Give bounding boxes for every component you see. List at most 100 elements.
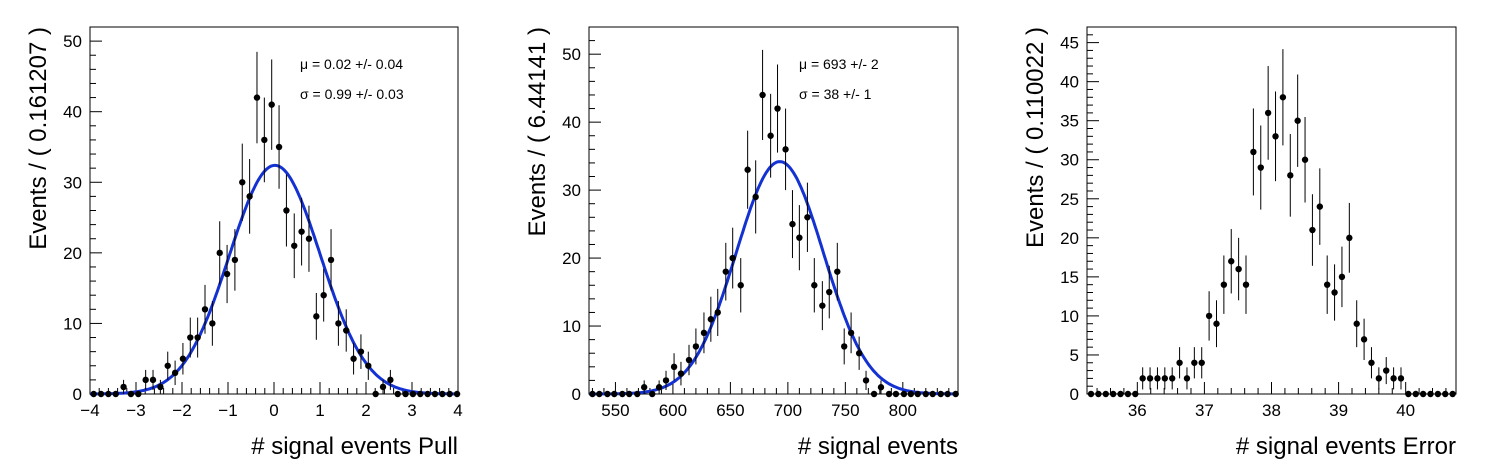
x-tick-label: 39 <box>1329 401 1348 420</box>
data-point <box>847 329 855 337</box>
data-point <box>892 390 900 398</box>
data-point <box>937 390 944 398</box>
data-point <box>1205 312 1213 320</box>
data-point <box>1294 117 1301 124</box>
data-point <box>431 390 439 398</box>
data-point <box>239 179 246 186</box>
data-point <box>626 390 633 398</box>
data-point <box>1346 234 1353 242</box>
data-point <box>1353 320 1360 327</box>
plot-frame <box>1086 26 1457 395</box>
x-axis-label: # signal events Pull <box>251 433 458 460</box>
data-point <box>707 316 715 323</box>
data-point <box>1442 390 1449 398</box>
y-tick-label: 45 <box>1060 34 1079 53</box>
data-point <box>97 390 105 398</box>
data-point <box>1242 281 1250 288</box>
data-point <box>1257 164 1264 171</box>
data-point <box>291 242 298 249</box>
y-tick-label: 0 <box>572 385 581 404</box>
data-point <box>952 390 959 398</box>
data-point <box>804 214 811 221</box>
data-point <box>767 132 774 139</box>
y-tick-label: 20 <box>562 249 581 268</box>
data-point <box>1412 390 1419 398</box>
data-point <box>589 390 596 398</box>
data-point <box>1405 390 1412 398</box>
data-point <box>1360 336 1368 343</box>
data-point <box>1397 375 1405 382</box>
data-point <box>327 256 335 264</box>
y-tick-label: 20 <box>63 244 82 263</box>
data-point <box>231 256 239 264</box>
data-point <box>120 383 127 391</box>
y-tick-label: 40 <box>1060 73 1079 92</box>
data-point <box>604 390 611 398</box>
data-point <box>246 193 253 200</box>
data-point <box>1146 375 1154 382</box>
gaussian-fit-curve <box>90 163 458 396</box>
x-tick-label: −4 <box>80 401 99 420</box>
data-point <box>201 306 209 313</box>
data-point <box>870 390 878 398</box>
panel-signal-events: 550 600 650 700 750 800 0 10 20 30 40 50 # signal ev… <box>524 26 959 460</box>
data-point <box>1419 390 1427 398</box>
data-point <box>135 390 142 398</box>
x-tick-label: 37 <box>1195 401 1214 420</box>
data-point <box>223 270 231 278</box>
data-point <box>1102 390 1109 398</box>
data-point <box>1132 390 1139 398</box>
fit-sigma-label: σ = 0.99 +/- 0.03 <box>300 86 404 102</box>
data-point <box>372 390 379 398</box>
data-point <box>900 390 908 398</box>
y-tick-label: 10 <box>63 314 82 333</box>
data-point <box>171 369 179 377</box>
data-point <box>826 288 833 296</box>
data-point <box>1309 226 1316 234</box>
data-point <box>1235 265 1242 273</box>
data-point <box>216 249 223 257</box>
data-point <box>649 390 656 398</box>
data-point <box>261 136 268 144</box>
fit-mu-label: μ = 0.02 +/- 0.04 <box>300 56 403 72</box>
data-point <box>1191 359 1198 366</box>
data-point <box>714 309 721 316</box>
x-tick-label: 3 <box>407 401 416 420</box>
data-point <box>737 282 744 289</box>
data-point <box>685 356 693 364</box>
y-tick-label: 20 <box>1060 229 1079 248</box>
data-point <box>840 343 848 350</box>
x-tick-label: 550 <box>601 401 629 420</box>
data-point <box>1198 359 1205 366</box>
data-point <box>1154 375 1161 382</box>
data-point <box>1449 390 1456 398</box>
data-point <box>640 384 648 391</box>
x-tick-label: 700 <box>774 401 802 420</box>
y-tick-label: 10 <box>1060 307 1079 326</box>
x-tick-label: 750 <box>831 401 859 420</box>
data-point <box>1117 390 1124 398</box>
data-point <box>611 390 618 398</box>
data-point <box>1139 375 1146 382</box>
y-axis-label: Events / ( 0.110022 ) <box>1022 27 1049 248</box>
data-point <box>1228 258 1235 265</box>
x-tick-label: 4 <box>453 401 462 420</box>
data-point <box>1375 375 1383 382</box>
data-point <box>914 390 921 398</box>
data-point <box>343 327 350 334</box>
data-point <box>855 350 863 357</box>
data-point <box>253 94 261 101</box>
x-tick-label: 800 <box>889 401 917 420</box>
data-point <box>179 355 187 362</box>
data-point <box>811 282 818 289</box>
y-axis-label: Events / ( 0.161207 ) <box>25 27 52 250</box>
x-tick-label: 40 <box>1396 401 1415 420</box>
x-tick-label: 650 <box>716 401 744 420</box>
data-point <box>417 390 424 398</box>
y-tick-label: 0 <box>1070 385 1079 404</box>
y-tick-label: 30 <box>1060 151 1079 170</box>
data-point <box>774 105 781 112</box>
y-tick-label: 40 <box>562 113 581 132</box>
data-point <box>1301 156 1309 163</box>
data-point <box>394 390 401 398</box>
